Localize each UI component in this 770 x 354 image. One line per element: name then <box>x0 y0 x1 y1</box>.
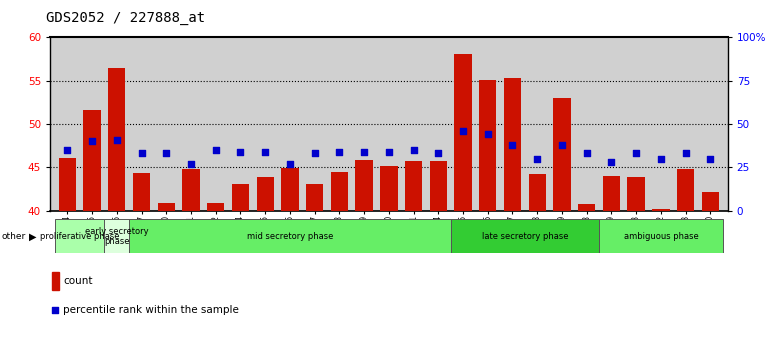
Point <box>185 161 197 167</box>
Bar <box>450 219 599 253</box>
Bar <box>59 158 76 211</box>
Point <box>531 156 544 161</box>
Bar <box>133 173 150 211</box>
Text: late secretory phase: late secretory phase <box>481 232 568 241</box>
Point <box>86 138 99 144</box>
Bar <box>306 184 323 211</box>
Point <box>581 150 593 156</box>
Text: percentile rank within the sample: percentile rank within the sample <box>63 305 239 315</box>
Bar <box>405 161 422 211</box>
Bar <box>182 169 199 211</box>
Bar <box>628 177 644 211</box>
Bar <box>281 168 299 211</box>
Text: proliferative phase: proliferative phase <box>40 232 119 241</box>
Point <box>556 142 568 148</box>
Point <box>432 150 444 156</box>
Bar <box>603 176 620 211</box>
Point <box>383 149 395 154</box>
Point <box>457 128 469 134</box>
Point <box>136 150 148 156</box>
Bar <box>504 78 521 211</box>
Bar <box>454 54 472 211</box>
Bar <box>256 177 274 211</box>
Bar <box>430 161 447 211</box>
Text: other: other <box>2 232 25 241</box>
Bar <box>554 98 571 211</box>
Text: mid secretory phase: mid secretory phase <box>246 232 333 241</box>
Bar <box>599 219 723 253</box>
Bar <box>207 203 224 211</box>
Bar <box>105 219 129 253</box>
Point <box>160 150 172 156</box>
Bar <box>129 219 450 253</box>
Bar <box>652 209 670 211</box>
Bar <box>380 166 397 211</box>
Bar <box>479 80 497 211</box>
Point <box>630 150 642 156</box>
Bar <box>52 272 59 290</box>
Bar <box>528 174 546 211</box>
Bar <box>158 203 175 211</box>
Point <box>234 149 246 154</box>
Point <box>259 149 271 154</box>
Bar <box>331 172 348 211</box>
Point <box>705 156 717 161</box>
Point <box>333 149 346 154</box>
Point <box>507 142 519 148</box>
Point <box>654 156 667 161</box>
Text: count: count <box>63 276 92 286</box>
Point <box>358 149 370 154</box>
Bar <box>108 68 126 211</box>
Point <box>481 131 494 137</box>
Text: ambiguous phase: ambiguous phase <box>624 232 698 241</box>
Point <box>284 161 296 167</box>
Bar <box>677 169 695 211</box>
Point <box>209 147 222 153</box>
Bar <box>701 193 719 211</box>
Point <box>61 147 73 153</box>
Bar <box>578 204 595 211</box>
Text: GDS2052 / 227888_at: GDS2052 / 227888_at <box>46 11 206 25</box>
Point <box>407 147 420 153</box>
Bar <box>83 110 101 211</box>
Bar <box>232 184 249 211</box>
Bar <box>356 160 373 211</box>
Text: early secretory
phase: early secretory phase <box>85 227 149 246</box>
Bar <box>55 219 105 253</box>
Point <box>111 137 123 142</box>
Text: ▶: ▶ <box>29 231 37 241</box>
Point <box>679 150 691 156</box>
Point <box>605 159 618 165</box>
Point <box>263 121 275 126</box>
Point <box>309 150 321 156</box>
